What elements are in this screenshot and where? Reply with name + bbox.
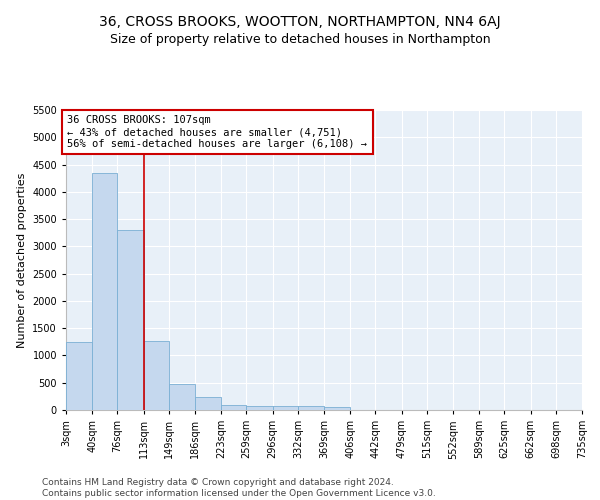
Bar <box>195 398 221 410</box>
Bar <box>118 230 143 410</box>
Text: 36, CROSS BROOKS, WOOTTON, NORTHAMPTON, NN4 6AJ: 36, CROSS BROOKS, WOOTTON, NORTHAMPTON, … <box>99 15 501 29</box>
Bar <box>221 404 247 410</box>
Bar <box>169 384 195 410</box>
Bar <box>92 172 118 410</box>
Y-axis label: Number of detached properties: Number of detached properties <box>17 172 26 348</box>
Bar <box>324 408 350 410</box>
Text: Size of property relative to detached houses in Northampton: Size of property relative to detached ho… <box>110 32 490 46</box>
Bar <box>247 406 272 410</box>
Bar <box>272 406 298 410</box>
Bar <box>298 406 324 410</box>
Text: 36 CROSS BROOKS: 107sqm
← 43% of detached houses are smaller (4,751)
56% of semi: 36 CROSS BROOKS: 107sqm ← 43% of detache… <box>67 116 367 148</box>
Bar <box>66 342 92 410</box>
Text: Contains HM Land Registry data © Crown copyright and database right 2024.
Contai: Contains HM Land Registry data © Crown c… <box>42 478 436 498</box>
Bar <box>143 340 169 410</box>
